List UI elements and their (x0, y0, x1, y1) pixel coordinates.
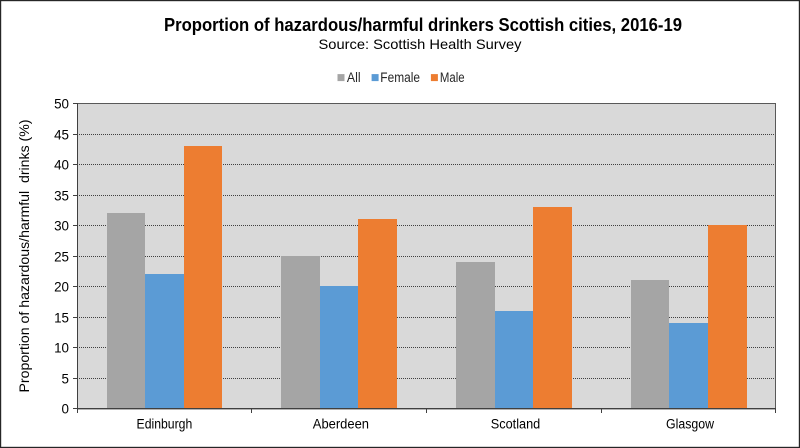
svg-text:Source: Scottish Health Survey: Source: Scottish Health Survey (319, 36, 522, 52)
svg-text:5: 5 (62, 372, 69, 387)
svg-text:Edinburgh: Edinburgh (137, 417, 193, 432)
svg-text:0: 0 (62, 402, 69, 417)
svg-text:35: 35 (54, 189, 69, 204)
svg-text:50: 50 (54, 97, 69, 112)
svg-text:45: 45 (54, 128, 69, 143)
svg-text:30: 30 (54, 219, 69, 234)
svg-text:All: All (347, 70, 361, 85)
svg-text:25: 25 (54, 250, 69, 265)
svg-text:15: 15 (54, 311, 69, 326)
svg-text:Male: Male (440, 70, 465, 85)
svg-text:Female: Female (380, 70, 420, 85)
svg-text:Scotland: Scotland (491, 417, 541, 432)
svg-text:10: 10 (54, 341, 69, 356)
svg-text:20: 20 (54, 280, 69, 295)
svg-text:Aberdeen: Aberdeen (313, 417, 369, 432)
svg-text:Proportion of hazardous/harmfu: Proportion of hazardous/harmful drinkers… (164, 15, 682, 35)
svg-text:Proportion of hazardous/harmfu: Proportion of hazardous/harmful drinks (… (17, 120, 32, 393)
svg-text:Glasgow: Glasgow (666, 417, 714, 432)
svg-text:40: 40 (54, 158, 69, 173)
